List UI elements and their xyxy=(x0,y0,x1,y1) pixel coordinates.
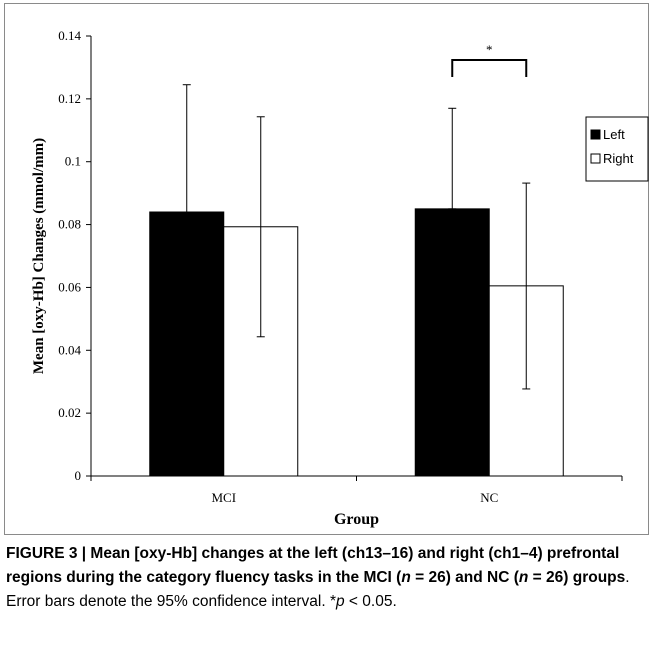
y-tick-label: 0.08 xyxy=(58,217,81,232)
caption-p-rest: < 0.05. xyxy=(344,593,397,610)
legend-box xyxy=(585,116,649,182)
legend-label-right: Right xyxy=(603,151,634,166)
bar-chart: * Left Right 0 0.02 0.04 0.06 0.08 0.1 0.12 0.14… xyxy=(31,28,649,528)
legend-label-left: Left xyxy=(603,127,625,142)
significance-bracket xyxy=(451,59,528,77)
caption-body: . Error bars denote the 95% confidence i… xyxy=(6,569,630,610)
bar-left-nc xyxy=(414,208,490,477)
y-tick-label: 0.1 xyxy=(65,154,81,169)
x-tick-label: MCI xyxy=(211,490,236,505)
y-tick-label: 0 xyxy=(75,468,82,483)
figure-caption: FIGURE 3 | Mean [oxy-Hb] changes at the … xyxy=(6,542,646,614)
bar-left-mci xyxy=(149,211,225,477)
caption-p-var: p xyxy=(336,593,345,610)
caption-n2-var: n xyxy=(518,569,529,586)
significance-star: * xyxy=(486,42,493,57)
legend-swatch-left xyxy=(590,129,601,140)
legend-swatch-right xyxy=(590,153,601,164)
caption-n2-rest: = 26) groups xyxy=(528,569,626,586)
y-axis-title: Mean [oxy-Hb] Changes (mmol/mm) xyxy=(31,138,47,374)
caption-n1-rest: = 26) and NC ( xyxy=(410,569,519,586)
caption-title: FIGURE 3 | Mean [oxy-Hb] changes at the … xyxy=(6,545,620,586)
x-axis-title: Group xyxy=(334,511,379,528)
x-tick-label: NC xyxy=(480,490,498,505)
y-tick-label: 0.14 xyxy=(58,28,81,43)
y-tick-label: 0.04 xyxy=(58,342,81,357)
y-tick-label: 0.12 xyxy=(58,91,81,106)
y-tick-label: 0.02 xyxy=(58,405,81,420)
y-tick-label: 0.06 xyxy=(58,279,81,294)
caption-n1-var: n xyxy=(401,569,411,586)
chart-frame: * Left Right 0 0.02 0.04 0.06 0.08 0.1 0.12 0.14… xyxy=(4,3,649,535)
